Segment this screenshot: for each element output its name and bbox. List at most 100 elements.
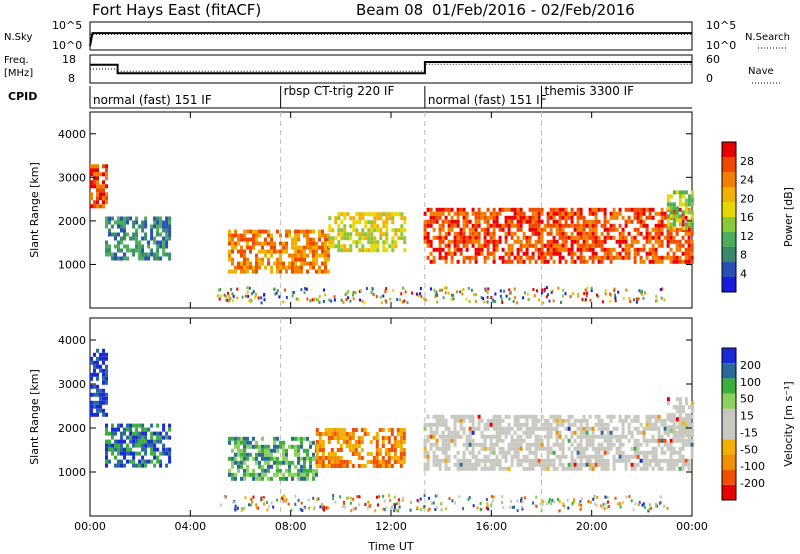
data-cell [594, 450, 598, 455]
data-cell [669, 255, 673, 260]
data-cell [690, 259, 694, 264]
data-cell [336, 460, 340, 464]
data-cell [255, 257, 258, 262]
data-cell [648, 247, 652, 252]
data-cell [337, 228, 341, 233]
data-cell [492, 207, 496, 212]
data-cell [549, 458, 553, 463]
data-cell [270, 249, 273, 254]
data-cell [606, 426, 610, 431]
data-cell [315, 444, 319, 448]
data-cell [105, 463, 108, 468]
scatter-speck [586, 291, 589, 295]
data-cell [309, 245, 312, 250]
data-cell [288, 253, 291, 258]
data-cell [117, 232, 120, 237]
data-cell [156, 435, 160, 440]
data-cell [135, 236, 139, 241]
data-cell [654, 446, 658, 451]
scatter-speck [616, 502, 619, 506]
data-cell [639, 450, 643, 455]
data-cell [429, 430, 433, 435]
scatter-speck [318, 295, 321, 298]
data-cell [108, 220, 111, 225]
series-line-nave [90, 63, 692, 72]
data-cell [337, 244, 341, 249]
data-cell [363, 432, 367, 436]
data-cell [270, 448, 273, 453]
data-cell [654, 255, 658, 260]
data-cell [441, 434, 445, 439]
data-cell [429, 223, 433, 228]
data-cell [666, 255, 670, 260]
data-cell [630, 418, 634, 423]
data-cell [606, 231, 610, 236]
data-cell [672, 426, 676, 431]
scatter-speck [560, 300, 562, 304]
data-cell [492, 227, 496, 232]
data-cell [276, 436, 279, 441]
data-cell [480, 430, 484, 435]
data-cell [240, 269, 243, 274]
data-cell [306, 245, 309, 250]
data-cell [138, 256, 142, 261]
scatter-speck [390, 507, 393, 511]
scatter-speck [521, 507, 524, 511]
data-cell [447, 426, 451, 431]
data-cell [144, 431, 148, 436]
data-cell [397, 212, 401, 217]
data-cell [624, 434, 628, 439]
colorbar-tick-label: 8 [740, 249, 747, 262]
data-cell [492, 434, 496, 439]
data-cell [528, 223, 532, 228]
data-cell [249, 245, 252, 250]
data-cell [435, 215, 439, 220]
data-cell [516, 219, 520, 224]
data-cell [675, 433, 679, 438]
data-cell [648, 215, 652, 220]
scatter-speck [364, 503, 367, 506]
data-cell [358, 220, 362, 225]
data-cell [651, 227, 655, 232]
data-cell [132, 220, 136, 225]
colorbar-cell [722, 363, 736, 379]
data-cell [687, 227, 691, 232]
data-cell [168, 256, 172, 261]
data-cell [576, 426, 580, 431]
data-cell [591, 466, 595, 471]
freq-panel-frame [89, 54, 693, 84]
data-cell [402, 440, 406, 444]
data-cell [492, 462, 496, 467]
data-cell [129, 439, 133, 444]
data-cell [399, 428, 403, 432]
data-cell [315, 440, 319, 444]
data-cell [531, 231, 535, 236]
data-cell [337, 232, 341, 237]
data-cell [516, 255, 520, 260]
data-cell [522, 231, 526, 236]
data-cell [474, 426, 478, 431]
data-cell [429, 251, 433, 256]
scatter-speck [596, 496, 599, 499]
data-cell [339, 436, 343, 440]
data-cell [441, 255, 445, 260]
scatter-speck [516, 499, 519, 503]
scatter-speck [593, 502, 596, 506]
scatter-speck [585, 294, 588, 298]
data-cell [400, 236, 404, 241]
data-cell [681, 243, 685, 248]
data-cell [141, 427, 145, 432]
data-cell [96, 164, 99, 169]
data-cell [570, 247, 574, 252]
scatter-speck [641, 293, 644, 296]
data-cell [99, 196, 102, 201]
data-cell [438, 446, 442, 451]
data-cell [349, 244, 353, 249]
y-axis-label: Slant Range [km] [28, 162, 41, 258]
data-cell [498, 235, 502, 240]
data-cell [588, 247, 592, 252]
scatter-speck [543, 289, 546, 293]
data-cell [358, 212, 362, 217]
data-cell [376, 248, 380, 253]
data-cell [609, 223, 613, 228]
